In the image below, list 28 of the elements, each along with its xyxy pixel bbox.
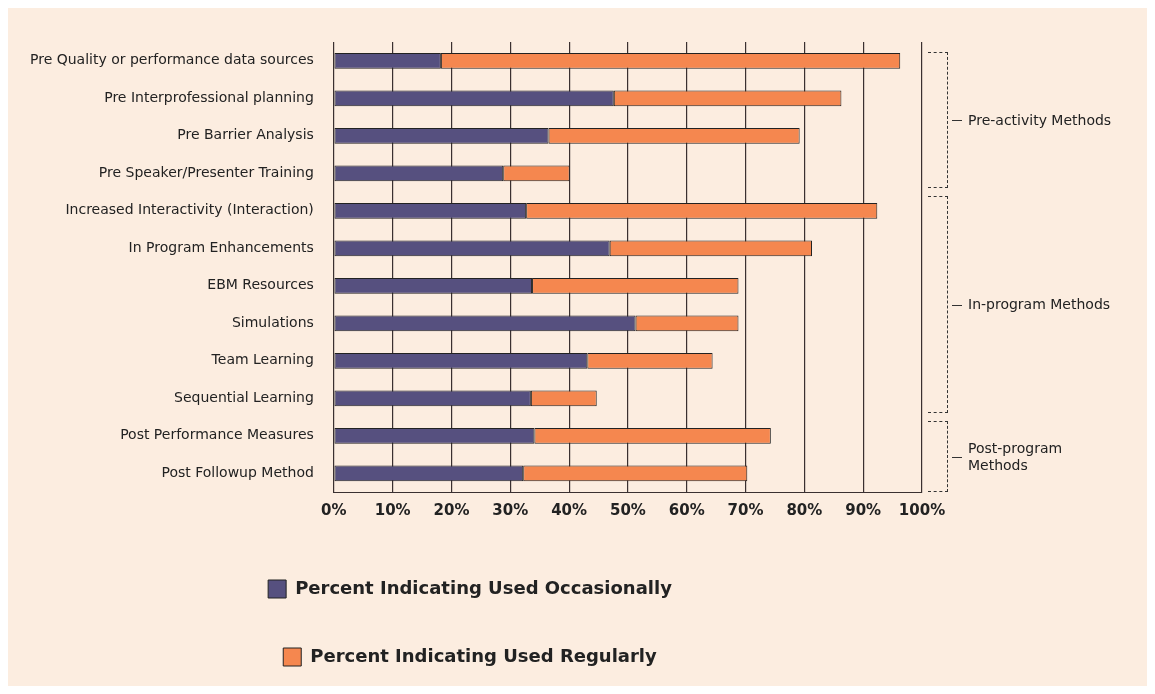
y-tick-label: Pre Interprofessional planning <box>104 88 314 105</box>
y-tick-label: Pre Barrier Analysis <box>177 126 314 143</box>
y-tick-label: Pre Quality or performance data sources <box>29 51 314 68</box>
legend-label: Percent Indicating Used Occasionally <box>295 576 673 598</box>
y-tick-label: EBM Resources <box>207 276 314 293</box>
y-tick-label: Post Performance Measures <box>120 426 314 443</box>
x-tick-label: 100% <box>898 500 946 519</box>
x-tick-label: 30% <box>492 500 529 519</box>
text: Pre-activity Methods <box>968 111 1113 129</box>
x-tick-label: 60% <box>668 500 705 519</box>
y-tick-label: Pre Speaker/Presenter Training <box>98 163 314 180</box>
x-tick-label: 90% <box>845 500 882 519</box>
y-tick-label: Post Followup Method <box>161 463 314 480</box>
x-tick-label: 0% <box>321 500 347 519</box>
x-tick-label: 50% <box>609 500 646 519</box>
y-tick-label: Increased Interactivity (Interaction) <box>65 201 314 218</box>
text: In-program Methods <box>968 296 1112 313</box>
text: Post-program Methods <box>968 439 1064 474</box>
x-tick-label: 20% <box>433 500 470 519</box>
legend-label: Percent Indicating Used Regularly <box>310 644 658 666</box>
x-tick-label: 80% <box>786 500 823 519</box>
y-tick-label: Simulations <box>231 313 314 330</box>
x-tick-label: 10% <box>374 500 411 519</box>
x-tick-label: 40% <box>551 500 588 519</box>
y-tick-label: In Program Enhancements <box>128 238 314 255</box>
y-tick-label: Team Learning <box>210 351 314 368</box>
y-tick-label: Sequential Learning <box>174 388 314 405</box>
x-tick-label: 70% <box>727 500 764 519</box>
